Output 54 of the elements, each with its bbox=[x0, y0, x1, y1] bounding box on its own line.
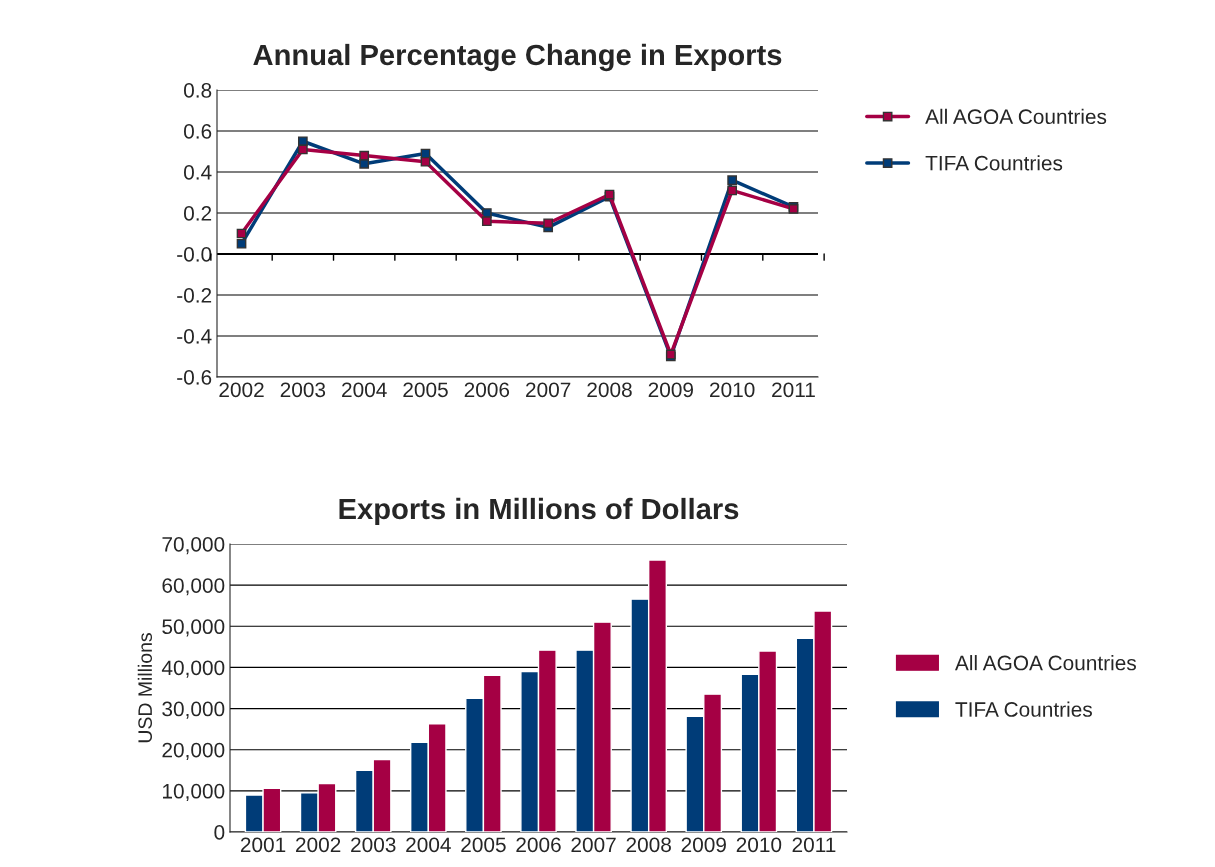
y-tick-label: 30,000 bbox=[162, 701, 225, 719]
x-tick-label: 2001 bbox=[240, 837, 286, 853]
y-tick-label: -0.6 bbox=[177, 370, 212, 385]
x-tick-label: 2010 bbox=[736, 837, 782, 853]
legend-label: TIFA Countries bbox=[925, 155, 1063, 171]
x-tick-label: 2002 bbox=[219, 382, 264, 398]
point bbox=[236, 238, 247, 249]
y-tick-label: -0.2 bbox=[177, 288, 212, 303]
x-tick-label: 2003 bbox=[351, 837, 396, 853]
x-tick-label: 2011 bbox=[772, 382, 815, 398]
y-axis-title: USD Millions bbox=[137, 633, 153, 743]
x-tick-label: 2007 bbox=[526, 382, 571, 398]
y-tick-label: -0.0 bbox=[177, 247, 212, 262]
y-tick-label: 0.2 bbox=[183, 206, 212, 221]
point bbox=[359, 150, 370, 161]
chart-title: Exports in Millions of Dollars bbox=[339, 497, 739, 526]
chart-title: Annual Percentage Change in Exports bbox=[253, 43, 782, 72]
x-tick-label: 2006 bbox=[516, 837, 561, 853]
y-tick-label: 0.8 bbox=[183, 83, 212, 98]
x-tick-label: 2003 bbox=[280, 382, 326, 398]
y-tick-label: 10,000 bbox=[163, 783, 225, 802]
x-tick-label: 2004 bbox=[342, 382, 387, 398]
y-tick-label: 70,000 bbox=[162, 537, 225, 555]
point bbox=[481, 216, 492, 227]
x-tick-label: 2005 bbox=[461, 837, 506, 853]
point bbox=[359, 158, 370, 169]
point bbox=[543, 218, 554, 229]
y-tick-label: 20,000 bbox=[162, 742, 225, 760]
y-tick-label: 0.4 bbox=[183, 165, 212, 180]
point bbox=[727, 185, 738, 196]
y-tick-label: 0.6 bbox=[183, 124, 212, 139]
x-tick-label: 2002 bbox=[296, 837, 341, 853]
y-tick-label: 60,000 bbox=[162, 578, 225, 596]
legend-label: TIFA Countries bbox=[955, 701, 1092, 717]
point bbox=[297, 136, 308, 147]
x-tick-label: 2009 bbox=[681, 837, 726, 853]
x-tick-label: 2004 bbox=[406, 837, 451, 853]
x-tick-label: 2008 bbox=[587, 382, 632, 398]
y-tick-label: -0.4 bbox=[177, 329, 212, 344]
legend-label: All AGOA Countries bbox=[925, 108, 1107, 125]
point bbox=[727, 175, 738, 186]
point bbox=[297, 144, 308, 155]
x-tick-label: 2011 bbox=[792, 837, 836, 853]
x-tick-label: 2010 bbox=[710, 382, 755, 398]
x-tick-label: 2007 bbox=[571, 837, 616, 853]
y-tick-label: 0 bbox=[214, 825, 225, 840]
x-tick-label: 2005 bbox=[403, 382, 448, 398]
x-tick-label: 2006 bbox=[464, 382, 510, 398]
y-tick-label: 50,000 bbox=[162, 619, 225, 637]
point bbox=[420, 156, 431, 167]
legend-label: All AGOA Countries bbox=[954, 655, 1136, 671]
x-tick-label: 2008 bbox=[626, 837, 671, 853]
x-tick-label: 2009 bbox=[648, 382, 693, 398]
y-tick-label: 40,000 bbox=[161, 660, 225, 678]
